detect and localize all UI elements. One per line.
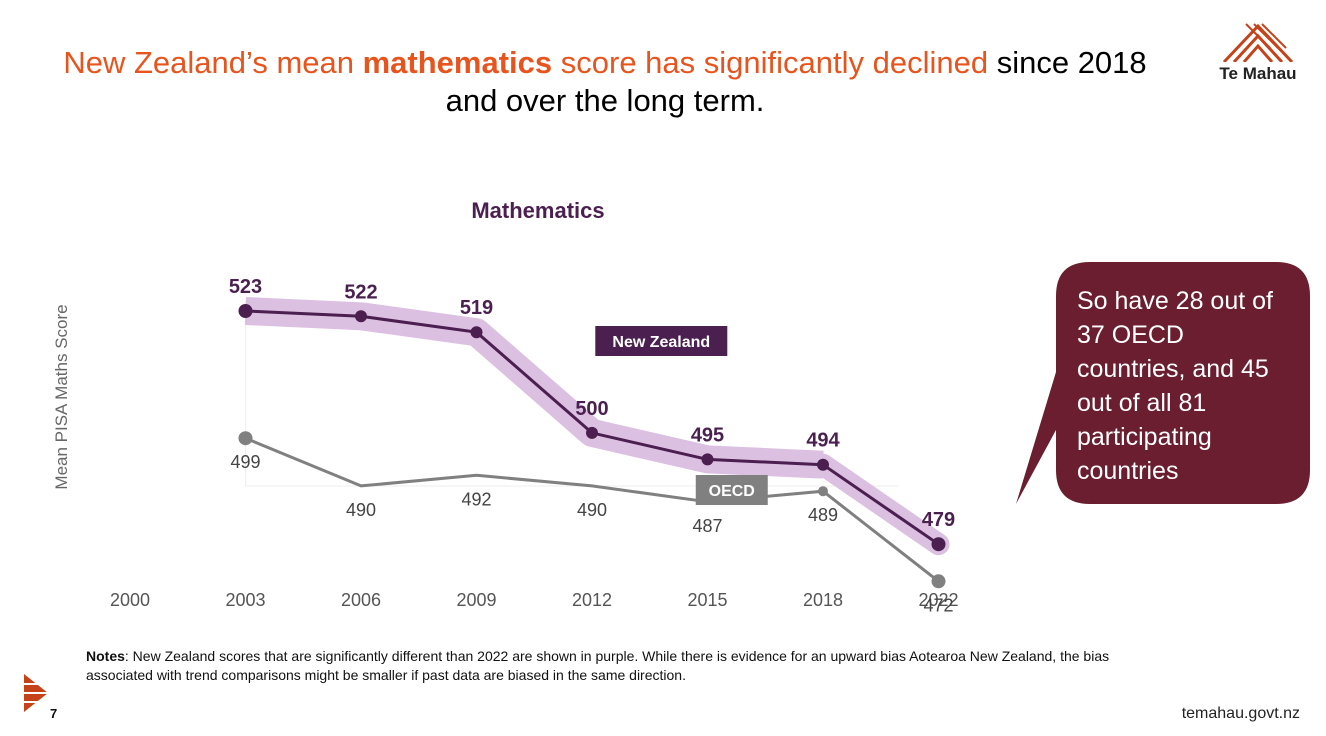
notes-label: Notes	[86, 648, 125, 664]
nz-point	[817, 458, 829, 471]
oecd-data-label: 472	[923, 595, 953, 615]
x-tick-label: 2018	[803, 590, 843, 610]
logo-text: Te Mahau	[1219, 64, 1297, 83]
logo-mark-icon	[1222, 23, 1294, 62]
nz-data-label: 495	[691, 424, 724, 446]
title-part-3: score has significantly declined	[552, 45, 989, 80]
title-part-1: New Zealand’s mean	[63, 45, 363, 80]
page-number: 7	[50, 706, 58, 721]
oecd-data-label: 492	[461, 489, 491, 509]
oecd-point	[238, 431, 253, 446]
corner-triangle-icon	[24, 674, 48, 712]
slide-title: New Zealand’s mean mathematics score has…	[40, 44, 1170, 120]
site-url: temahau.govt.nz	[1181, 705, 1300, 722]
nz-legend-box	[595, 326, 728, 356]
nz-data-label: 494	[806, 430, 840, 452]
chart-title: Mathematics	[471, 198, 604, 223]
x-tick-label: 2006	[341, 590, 381, 610]
nz-point	[931, 537, 946, 552]
nz-data-label: 500	[575, 398, 608, 420]
nz-significance-band	[244, 297, 824, 479]
notes-text: : New Zealand scores that are significan…	[86, 648, 1110, 683]
te-mahau-logo: Te Mahau	[1208, 22, 1308, 84]
callout-text: So have 28 out of 37 OECD countries, and…	[1077, 287, 1273, 485]
x-tick-label: 2012	[572, 590, 612, 610]
x-tick-label: 2003	[225, 590, 265, 610]
y-axis-label: Mean PISA Maths Score	[52, 304, 71, 489]
oecd-data-label: 490	[577, 500, 607, 520]
oecd-data-label: 487	[692, 516, 722, 536]
x-tick-label: 2000	[110, 590, 150, 610]
nz-point	[238, 304, 253, 318]
title-part-2: mathematics	[362, 45, 553, 80]
oecd-data-label: 499	[230, 452, 260, 472]
x-tick-label: 2015	[687, 590, 727, 610]
title-part-4: since 2018 and over the long term.	[445, 45, 1147, 118]
nz-data-label: 479	[922, 509, 955, 531]
oecd-legend-box	[695, 475, 768, 505]
oecd-data-label: 490	[346, 500, 376, 520]
callout-bubble	[1016, 262, 1310, 504]
oecd-point	[931, 574, 946, 589]
nz-point	[701, 453, 714, 466]
nz-data-label: 523	[229, 276, 262, 298]
nz-point	[586, 426, 598, 439]
x-tick-label: 2022	[918, 590, 958, 610]
oecd-point	[818, 486, 828, 497]
oecd-data-label: 489	[808, 505, 838, 525]
nz-point	[355, 310, 367, 323]
notes: Notes: New Zealand scores that are signi…	[86, 647, 1126, 685]
oecd-legend-label: OECD	[709, 483, 755, 500]
nz-legend-label: New Zealand	[612, 334, 710, 351]
nz-data-label: 522	[344, 281, 377, 303]
nz-point	[470, 326, 483, 339]
nz-data-label: 519	[460, 297, 493, 319]
x-tick-label: 2009	[456, 590, 496, 610]
